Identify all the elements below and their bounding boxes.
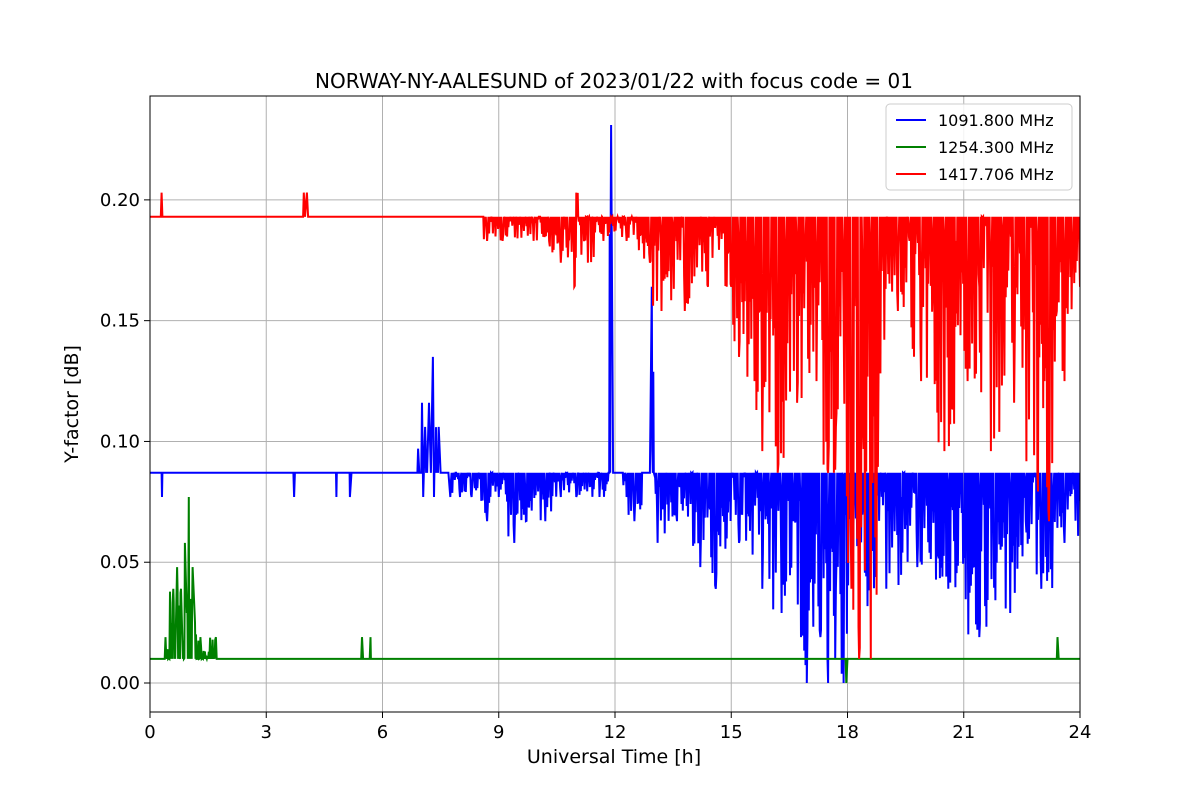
- x-tick-label: 15: [720, 722, 743, 743]
- x-tick-label: 3: [261, 722, 272, 743]
- series-line-2: [150, 192, 1080, 659]
- y-tick-label: 0.10: [100, 431, 140, 452]
- legend-label-2: 1417.706 MHz: [938, 165, 1054, 184]
- x-tick-label: 24: [1069, 722, 1092, 743]
- x-tick-label: 6: [377, 722, 388, 743]
- x-axis-label: Universal Time [h]: [527, 746, 701, 768]
- x-tick-label: 0: [144, 722, 155, 743]
- x-tick-label: 18: [836, 722, 859, 743]
- series-line-0: [150, 124, 1080, 684]
- legend-label-0: 1091.800 MHz: [938, 111, 1054, 130]
- x-tick-label: 12: [604, 722, 627, 743]
- grid-lines: [149, 96, 1081, 712]
- y-axis-label: Y-factor [dB]: [61, 345, 83, 464]
- y-tick-label: 0.00: [100, 673, 140, 694]
- x-tick-label: 21: [952, 722, 975, 743]
- plot-area: [150, 124, 1080, 684]
- chart-title: NORWAY-NY-AALESUND of 2023/01/22 with fo…: [315, 69, 913, 93]
- series-line-1: [150, 496, 1080, 684]
- y-tick-label: 0.05: [100, 552, 140, 573]
- y-tick-label: 0.20: [100, 190, 140, 211]
- axes: 0 3 6 9 12 15 18 21 24 0.00 0.05 0.10 0.15 0.20: [100, 95, 1092, 743]
- legend: 1091.800 MHz 1254.300 MHz 1417.706 MHz: [885, 103, 1073, 191]
- legend-label-1: 1254.300 MHz: [938, 138, 1054, 157]
- y-tick-label: 0.15: [100, 311, 140, 332]
- legend-box: [885, 103, 1073, 191]
- x-tick-label: 9: [493, 722, 504, 743]
